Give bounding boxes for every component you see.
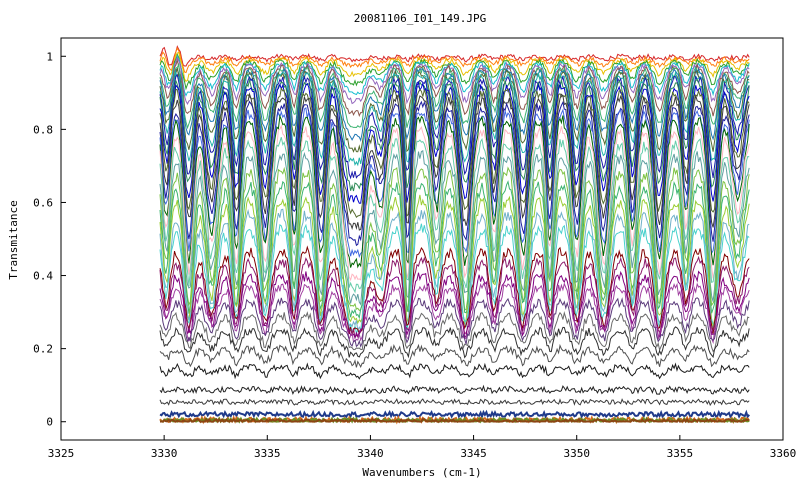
- series-line: [159, 166, 750, 312]
- x-axis-label: Wavenumbers (cm-1): [362, 466, 481, 479]
- series-line: [159, 54, 750, 97]
- series-line: [159, 45, 750, 67]
- chart-title: 20081106_I01_149.JPG: [354, 12, 486, 25]
- x-tick-label: 3345: [460, 447, 487, 460]
- x-axis: 3325 3330 3335 3340 3345 3350 3355 3360: [48, 435, 797, 460]
- x-tick-label: 3340: [357, 447, 384, 460]
- series-line: [159, 47, 750, 74]
- x-tick-label: 3325: [48, 447, 75, 460]
- series-line: [159, 297, 750, 348]
- series-line: [159, 398, 750, 407]
- series-line: [159, 73, 750, 180]
- series-line: [159, 326, 750, 359]
- series-line: [159, 124, 750, 282]
- plot-frame: [60, 37, 784, 441]
- series-line: [159, 62, 750, 130]
- series-line: [159, 311, 750, 353]
- y-tick-label: 0.6: [33, 196, 53, 209]
- y-axis: 0 0.2 0.4 0.6 0.8 1: [33, 50, 66, 429]
- series-line: [159, 180, 750, 320]
- series-line: [159, 56, 750, 105]
- y-axis-label: Transmitance: [7, 200, 20, 279]
- x-tick-label: 3355: [667, 447, 694, 460]
- series-line: [159, 114, 750, 269]
- series-line: [159, 245, 750, 336]
- series-line: [159, 92, 750, 231]
- series-line: [159, 417, 750, 424]
- series-line: [159, 208, 750, 332]
- series-line: [159, 223, 750, 335]
- x-tick-label: 3335: [254, 447, 281, 460]
- y-tick-label: 0: [46, 416, 53, 429]
- x-tick-label: 3350: [563, 447, 590, 460]
- series-line: [159, 194, 750, 327]
- y-tick-label: 1: [46, 50, 53, 63]
- x-tick-label: 3360: [770, 447, 797, 460]
- y-tick-label: 0.8: [33, 123, 53, 136]
- series-line: [159, 149, 750, 306]
- series-line: [159, 409, 750, 420]
- series-line: [159, 282, 750, 345]
- series-line: [159, 362, 750, 380]
- y-tick-label: 0.4: [33, 270, 53, 283]
- x-tick-label: 3330: [151, 447, 178, 460]
- series-layer: [159, 45, 750, 425]
- series-line: [159, 51, 750, 82]
- series-line: [159, 343, 750, 368]
- y-tick-label: 0.2: [33, 343, 53, 356]
- series-line: [159, 270, 750, 340]
- series-line: [159, 137, 750, 294]
- series-line: [159, 70, 750, 167]
- series-line: [159, 87, 750, 219]
- series-line: [159, 384, 750, 396]
